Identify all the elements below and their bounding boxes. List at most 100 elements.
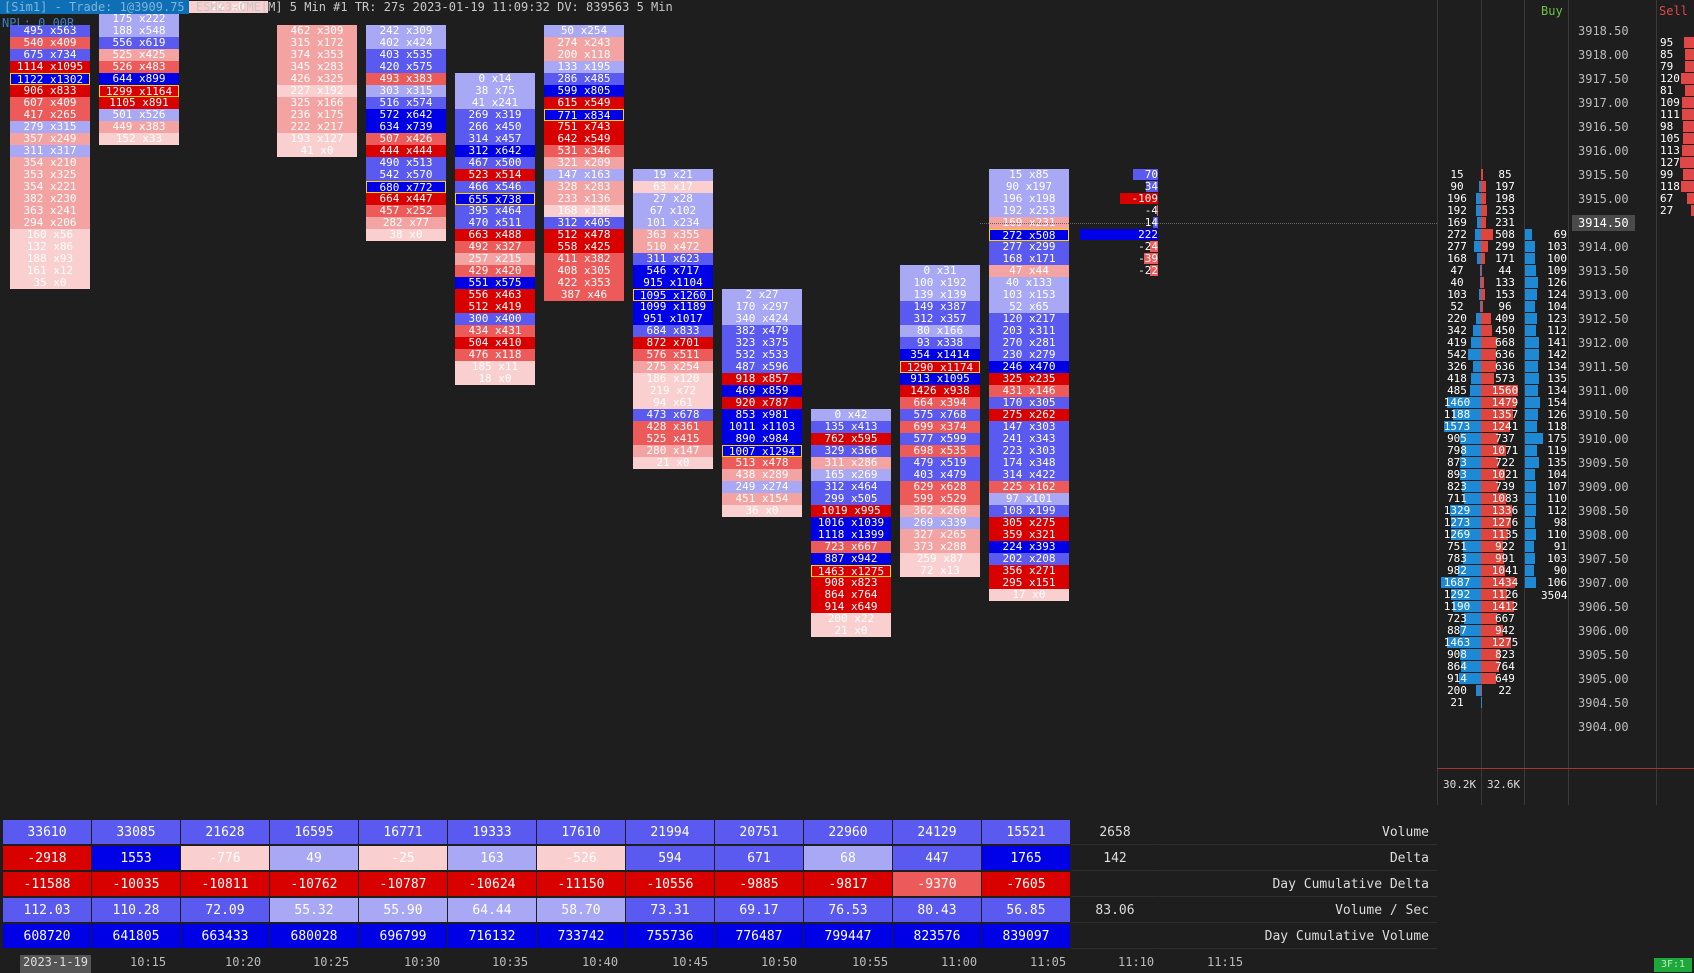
footprint-cell[interactable]: 513 x478 <box>722 457 802 469</box>
footprint-cell[interactable]: 354 x1414 <box>900 349 980 361</box>
footprint-cell[interactable]: 47 x44 <box>989 265 1069 277</box>
footprint-cell[interactable]: 663 x488 <box>455 229 535 241</box>
footprint-cell[interactable]: 19 x21 <box>633 169 713 181</box>
footprint-cell[interactable]: 277 x299 <box>989 241 1069 253</box>
footprint-cell[interactable]: 108 x199 <box>989 505 1069 517</box>
footprint-cell[interactable]: 525 x415 <box>633 433 713 445</box>
footprint-cell[interactable]: 363 x355 <box>633 229 713 241</box>
footprint-cell[interactable]: 920 x787 <box>722 397 802 409</box>
footprint-cell[interactable]: 864 x764 <box>811 589 891 601</box>
footprint-cell[interactable]: 354 x210 <box>10 157 90 169</box>
footprint-cell[interactable]: 504 x410 <box>455 337 535 349</box>
footprint-cell[interactable]: 120 x217 <box>989 313 1069 325</box>
footprint-cell[interactable]: 698 x535 <box>900 445 980 457</box>
footprint-cell[interactable]: 951 x1017 <box>633 313 713 325</box>
footprint-cell[interactable]: 312 x642 <box>455 145 535 157</box>
footprint-cell[interactable]: 312 x464 <box>811 481 891 493</box>
footprint-cell[interactable]: 103 x153 <box>989 289 1069 301</box>
footprint-cell[interactable]: 282 x77 <box>366 217 446 229</box>
footprint-cell[interactable]: 63 x17 <box>633 181 713 193</box>
footprint-cell[interactable]: 274 x243 <box>544 37 624 49</box>
footprint-cell[interactable]: 664 x394 <box>900 397 980 409</box>
footprint-cell[interactable]: 575 x768 <box>900 409 980 421</box>
footprint-cell[interactable]: 1095 x1260 <box>633 289 713 301</box>
footprint-cell[interactable]: 556 x619 <box>99 37 179 49</box>
footprint-cell[interactable]: 363 x241 <box>10 205 90 217</box>
footprint-cell[interactable]: 305 x275 <box>989 517 1069 529</box>
footprint-cell[interactable]: 24 x0 <box>188 1 268 13</box>
footprint-cell[interactable]: 525 x425 <box>99 49 179 61</box>
footprint-cell[interactable]: 259 x87 <box>900 553 980 565</box>
footprint-cell[interactable]: 15 x85 <box>989 169 1069 181</box>
footprint-cell[interactable]: 607 x409 <box>10 97 90 109</box>
footprint-cell[interactable]: 275 x254 <box>633 361 713 373</box>
footprint-cell[interactable]: 286 x485 <box>544 73 624 85</box>
footprint-cell[interactable]: 101 x234 <box>633 217 713 229</box>
footprint-cell[interactable]: 556 x463 <box>455 289 535 301</box>
footprint-cell[interactable]: 915 x1104 <box>633 277 713 289</box>
footprint-cell[interactable]: 444 x444 <box>366 145 446 157</box>
footprint-cell[interactable]: 546 x717 <box>633 265 713 277</box>
footprint-cell[interactable]: 236 x175 <box>277 109 357 121</box>
footprint-cell[interactable]: 887 x942 <box>811 553 891 565</box>
footprint-cell[interactable]: 222 x217 <box>277 121 357 133</box>
footprint-cell[interactable]: 325 x166 <box>277 97 357 109</box>
footprint-cell[interactable]: 233 x136 <box>544 193 624 205</box>
footprint-cell[interactable]: 160 x56 <box>10 229 90 241</box>
footprint-cell[interactable]: 576 x511 <box>633 349 713 361</box>
footprint-cell[interactable]: 551 x575 <box>455 277 535 289</box>
footprint-cell[interactable]: 451 x154 <box>722 493 802 505</box>
footprint-cell[interactable]: 1122 x1302 <box>10 73 90 85</box>
footprint-cell[interactable]: 257 x215 <box>455 253 535 265</box>
footprint-cell[interactable]: 279 x315 <box>10 121 90 133</box>
footprint-cell[interactable]: 490 x513 <box>366 157 446 169</box>
footprint-cell[interactable]: 40 x133 <box>989 277 1069 289</box>
footprint-cell[interactable]: 675 x734 <box>10 49 90 61</box>
footprint-cell[interactable]: 224 x393 <box>989 541 1069 553</box>
footprint-cell[interactable]: 175 x222 <box>99 13 179 25</box>
footprint-cell[interactable]: 202 x208 <box>989 553 1069 565</box>
footprint-cell[interactable]: 655 x738 <box>455 193 535 205</box>
footprint-cell[interactable]: 495 x563 <box>10 25 90 37</box>
footprint-cell[interactable]: 35 x0 <box>10 277 90 289</box>
footprint-cell[interactable]: 890 x984 <box>722 433 802 445</box>
footprint-cell[interactable]: 38 x75 <box>455 85 535 97</box>
footprint-cell[interactable]: 168 x171 <box>989 253 1069 265</box>
footprint-cell[interactable]: 345 x283 <box>277 61 357 73</box>
footprint-cell[interactable]: 270 x281 <box>989 337 1069 349</box>
footprint-cell[interactable]: 492 x327 <box>455 241 535 253</box>
footprint-cell[interactable]: 41 x241 <box>455 97 535 109</box>
footprint-cell[interactable]: 192 x253 <box>989 205 1069 217</box>
footprint-cell[interactable]: 1114 x1095 <box>10 61 90 73</box>
footprint-cell[interactable]: 1011 x1103 <box>722 421 802 433</box>
footprint-cell[interactable]: 542 x570 <box>366 169 446 181</box>
footprint-cell[interactable]: 411 x382 <box>544 253 624 265</box>
footprint-cell[interactable]: 762 x595 <box>811 433 891 445</box>
footprint-cell[interactable]: 1118 x1399 <box>811 529 891 541</box>
footprint-cell[interactable]: 227 x192 <box>277 85 357 97</box>
footprint-cell[interactable]: 21 x0 <box>633 457 713 469</box>
footprint-cell[interactable]: 402 x424 <box>366 37 446 49</box>
account-chip[interactable]: [Sim1] - Trade: 1@3909.75 <box>0 0 189 14</box>
footprint-cell[interactable]: 325 x235 <box>989 373 1069 385</box>
footprint-cell[interactable]: 299 x505 <box>811 493 891 505</box>
footprint-cell[interactable]: 629 x628 <box>900 481 980 493</box>
footprint-cell[interactable]: 577 x599 <box>900 433 980 445</box>
footprint-cell[interactable]: 280 x147 <box>633 445 713 457</box>
footprint-cell[interactable]: 0 x31 <box>900 265 980 277</box>
footprint-cell[interactable]: 664 x447 <box>366 193 446 205</box>
footprint-cell[interactable]: 36 x0 <box>722 505 802 517</box>
footprint-cell[interactable]: 242 x309 <box>366 25 446 37</box>
footprint-cell[interactable]: 403 x535 <box>366 49 446 61</box>
footprint-cell[interactable]: 315 x172 <box>277 37 357 49</box>
footprint-cell[interactable]: 516 x574 <box>366 97 446 109</box>
footprint-cell[interactable]: 303 x315 <box>366 85 446 97</box>
footprint-cell[interactable]: 300 x400 <box>455 313 535 325</box>
footprint-cell[interactable]: 27 x28 <box>633 193 713 205</box>
footprint-cell[interactable]: 139 x139 <box>900 289 980 301</box>
footprint-cell[interactable]: 532 x533 <box>722 349 802 361</box>
footprint-cell[interactable]: 90 x197 <box>989 181 1069 193</box>
footprint-cell[interactable]: 1019 x995 <box>811 505 891 517</box>
footprint-cell[interactable]: 147 x163 <box>544 169 624 181</box>
footprint-cell[interactable]: 174 x348 <box>989 457 1069 469</box>
